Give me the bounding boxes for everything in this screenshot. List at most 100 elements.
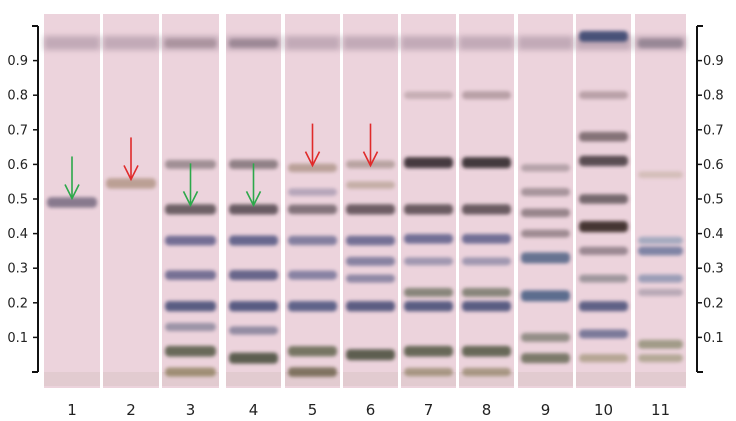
band (346, 235, 395, 246)
arrows-layer (64, 123, 379, 208)
band (638, 288, 683, 296)
band (521, 332, 570, 342)
axis-tick-label: 0.3 (703, 262, 724, 277)
band (165, 39, 216, 48)
band (404, 91, 453, 99)
lane-8 (459, 14, 514, 388)
band (521, 229, 570, 238)
lane-4 (226, 14, 281, 388)
origin-zone (103, 372, 159, 386)
band (404, 287, 453, 297)
band (229, 270, 278, 281)
band (229, 204, 278, 215)
marker-arrow (245, 163, 262, 208)
band (229, 352, 278, 364)
band (165, 235, 216, 246)
band (404, 204, 453, 215)
band (579, 301, 628, 312)
lane-2 (103, 14, 159, 388)
solvent-front (459, 36, 514, 50)
band (462, 233, 511, 244)
axis-tick-label: 0.5 (703, 193, 724, 208)
lane-10 (576, 14, 631, 388)
axis-tick-label: 0.6 (7, 158, 28, 173)
lane-background (103, 14, 159, 388)
lane-label: 5 (308, 401, 318, 419)
band (229, 301, 278, 312)
origin-zone (44, 372, 100, 386)
band (638, 354, 683, 363)
marker-arrow (123, 137, 139, 182)
band (346, 204, 395, 215)
band (521, 164, 570, 172)
axis-tick-label: 0.6 (703, 158, 724, 173)
solvent-front (285, 36, 340, 50)
lane-background (285, 14, 340, 388)
band (288, 301, 337, 312)
lane-label: 4 (249, 401, 259, 419)
lane-label: 7 (424, 401, 434, 419)
axis-tick-label: 0.8 (703, 89, 724, 104)
lane-background (635, 14, 686, 388)
band (165, 270, 216, 280)
band (521, 290, 570, 302)
band (288, 270, 337, 280)
rf-axis-right: 0.9 0.8 0.7 0.6 0.5 0.4 0.3 0.2 0.1 (696, 25, 724, 373)
marker-arrow (362, 123, 379, 168)
axis-tick-label: 0.1 (703, 331, 724, 346)
band (579, 31, 628, 42)
lane-label: 11 (651, 401, 670, 419)
band (106, 178, 156, 189)
band (638, 339, 683, 349)
lane-3 (162, 14, 219, 388)
band (404, 233, 453, 244)
band (638, 246, 683, 256)
marker-arrow (182, 163, 199, 208)
marker-arrow (304, 123, 321, 168)
band (462, 345, 511, 357)
band (404, 367, 453, 377)
band (521, 353, 570, 364)
solvent-front (518, 36, 573, 50)
band (462, 257, 511, 266)
lane-label: 1 (67, 401, 77, 419)
axis-tick-label: 0.8 (7, 89, 28, 104)
band (404, 257, 453, 266)
axis-tick-label: 0.4 (703, 227, 724, 242)
band (165, 322, 216, 332)
band (47, 197, 97, 208)
solvent-front (343, 36, 398, 50)
axis-tick-label: 0.5 (7, 193, 28, 208)
lane-9 (518, 14, 573, 388)
lane-background (518, 14, 573, 388)
lane-label: 8 (482, 401, 492, 419)
axis-tick-label: 0.1 (7, 331, 28, 346)
band (346, 274, 395, 283)
band (346, 349, 395, 361)
band (462, 204, 511, 215)
axis-tick-label: 0.2 (7, 296, 28, 311)
band (288, 235, 337, 246)
origin-zone (226, 372, 281, 386)
lane-label: 2 (126, 401, 136, 419)
lane-label: 9 (541, 401, 551, 419)
lane-1 (44, 14, 100, 388)
band (521, 208, 570, 218)
lane-label: 10 (594, 401, 613, 419)
band (638, 171, 683, 179)
lane-5 (285, 14, 340, 388)
band (521, 187, 570, 197)
band (229, 235, 278, 246)
axis-tick-label: 0.2 (703, 296, 724, 311)
lane-label: 6 (366, 401, 376, 419)
band (346, 301, 395, 312)
band (579, 329, 628, 339)
band (288, 188, 337, 196)
lanes-layer (44, 14, 686, 388)
band (165, 345, 216, 357)
band (229, 326, 278, 335)
band (579, 246, 628, 255)
lane-background (459, 14, 514, 388)
